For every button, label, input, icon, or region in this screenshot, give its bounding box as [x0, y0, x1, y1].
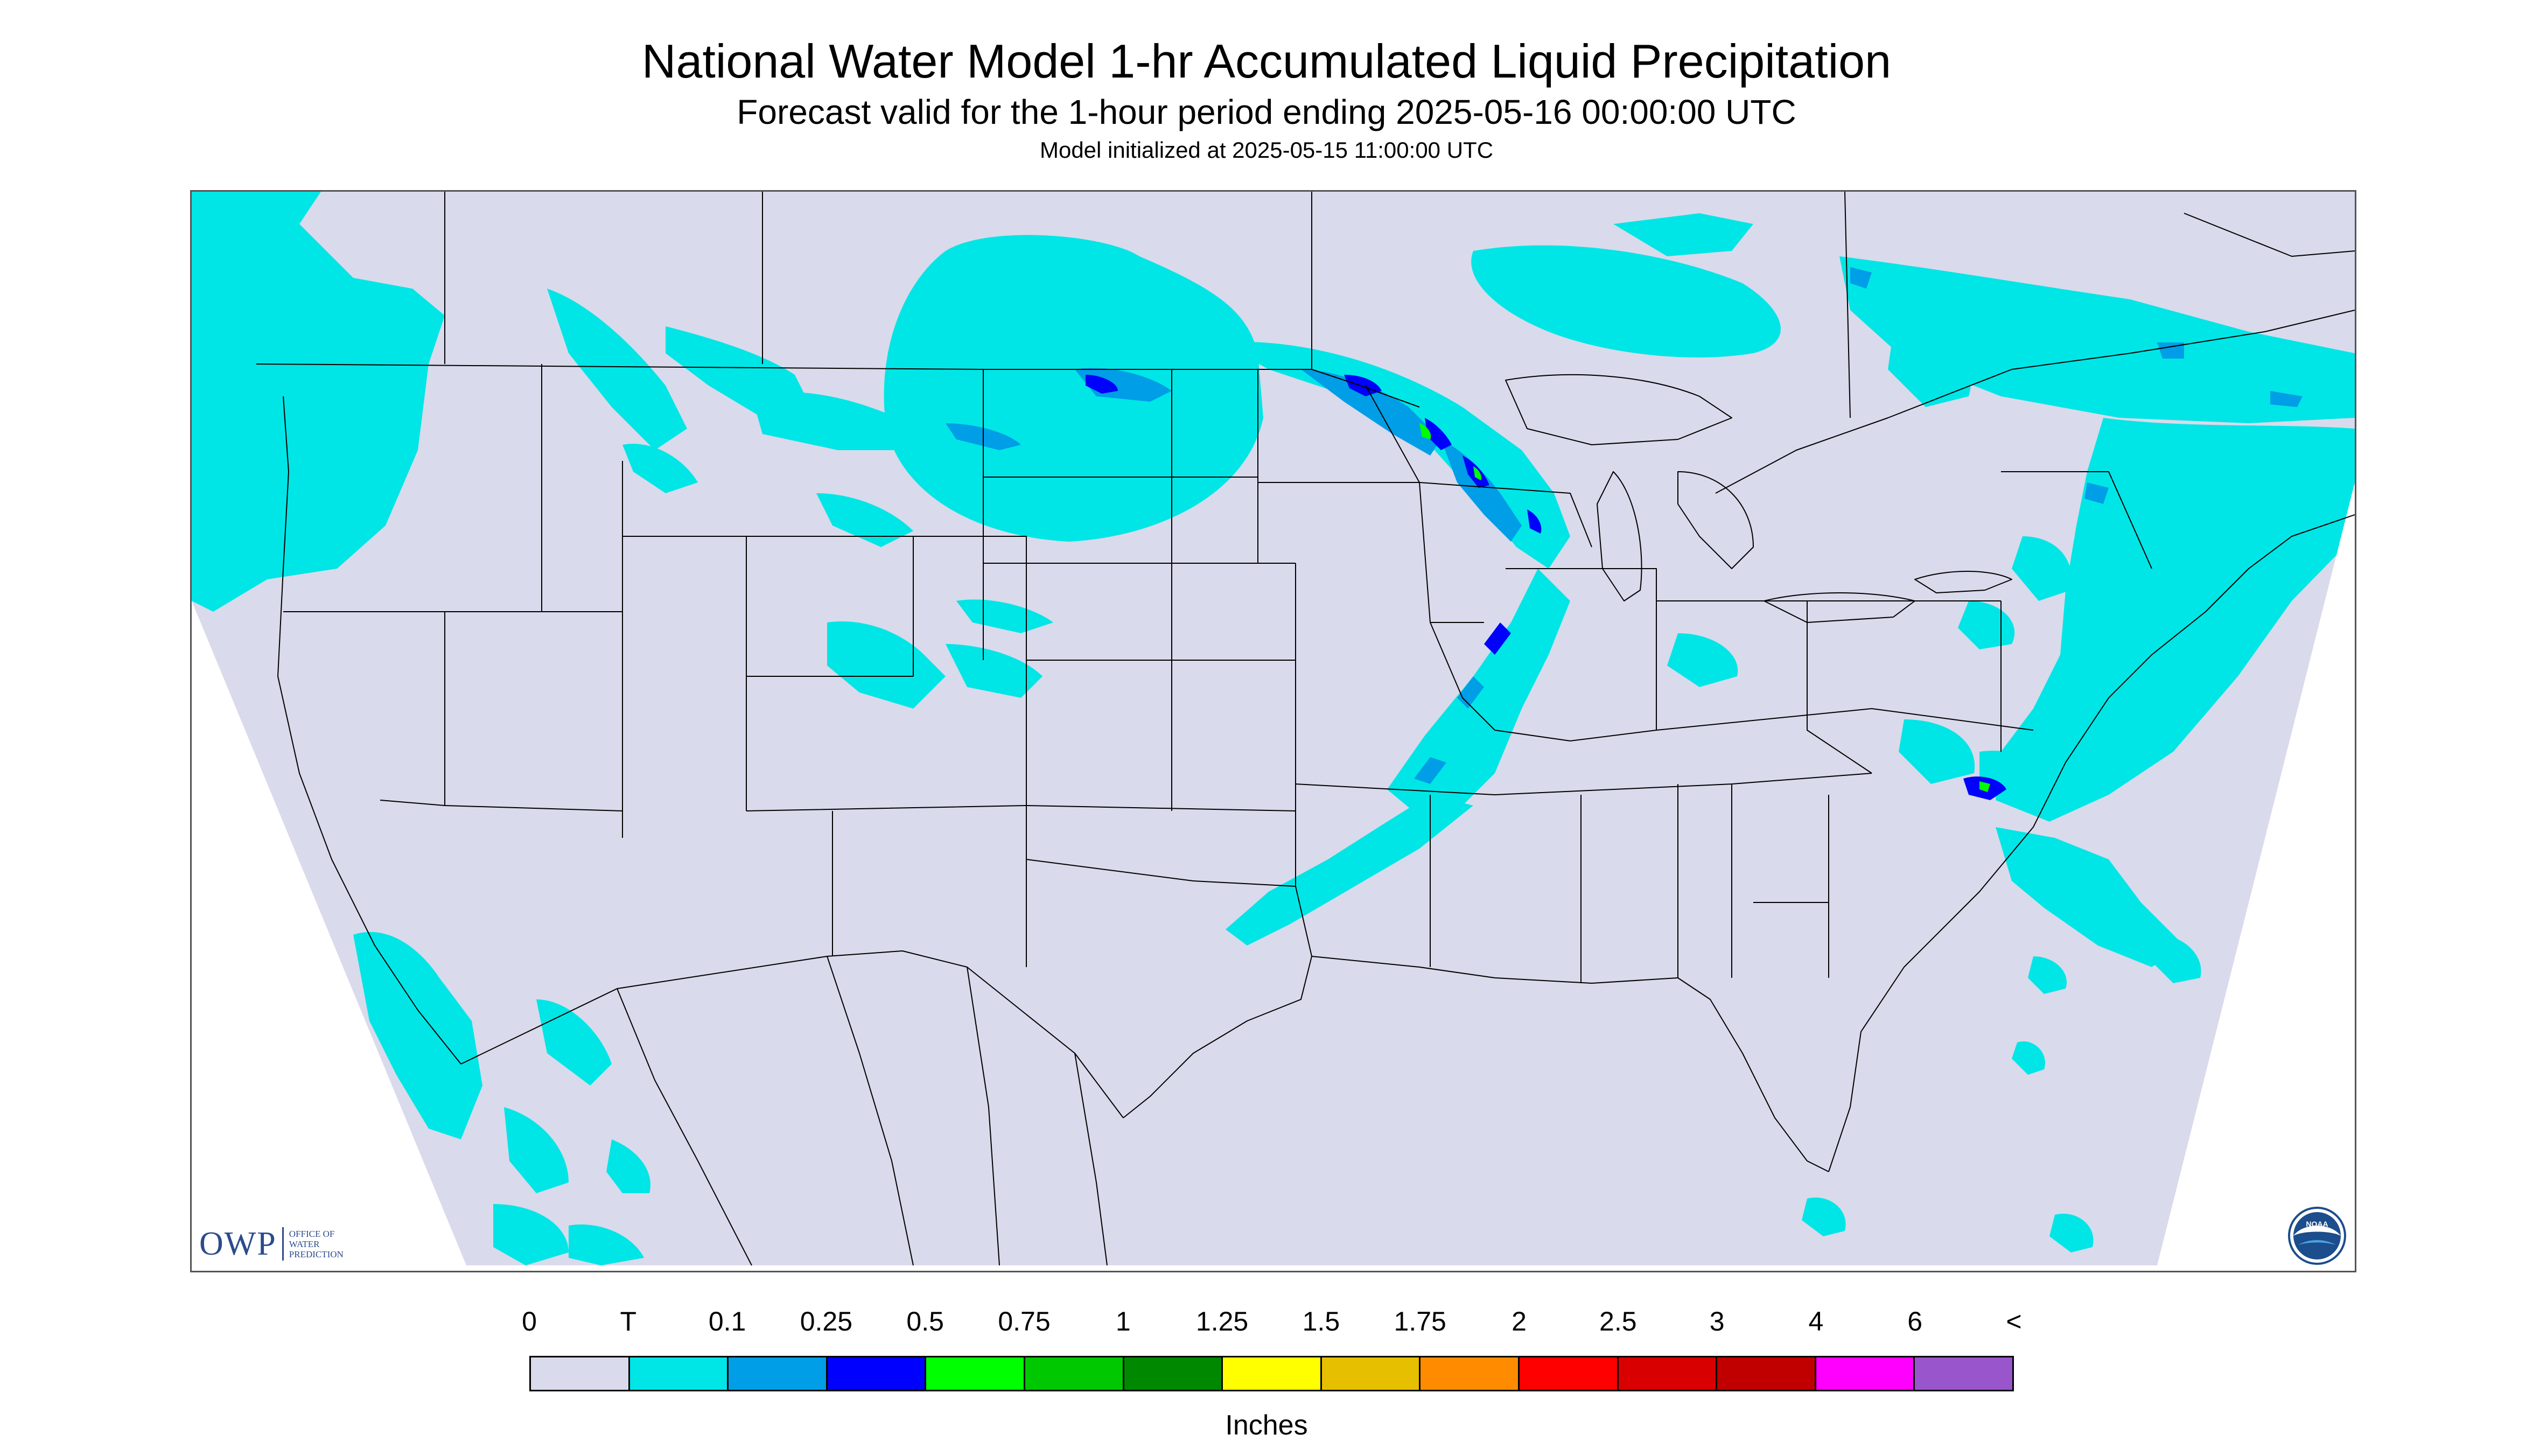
- legend-tick-label: 3: [1709, 1306, 1725, 1336]
- legend-tick-label: 2.5: [1599, 1306, 1637, 1336]
- colorbar-swatch: [531, 1357, 630, 1390]
- colorbar-swatch: [926, 1357, 1025, 1390]
- owp-logo-org: Office of Water Prediction: [289, 1228, 344, 1259]
- legend-units-label: Inches: [1225, 1410, 1308, 1441]
- legend-tick-label: 1.75: [1394, 1306, 1446, 1336]
- legend-tick-label: 0.5: [906, 1306, 944, 1336]
- colorbar-swatch: [827, 1357, 927, 1390]
- owp-logo: OWP Office of Water Prediction: [199, 1221, 359, 1266]
- legend-tick-label: 0.1: [708, 1306, 746, 1336]
- legend-tick-label: <: [2006, 1306, 2022, 1336]
- precip-trace-areas: [192, 192, 2355, 1265]
- legend-tick-label: 1.25: [1195, 1306, 1249, 1336]
- noaa-seal-icon: NOAA: [2288, 1207, 2346, 1265]
- colorbar-swatch: [1025, 1357, 1124, 1390]
- legend-tick-label: 2: [1512, 1306, 1527, 1336]
- precip-heavy-cores: [946, 267, 2303, 800]
- legend-tick-label: 1: [1115, 1306, 1131, 1336]
- map-frame: [190, 190, 2356, 1272]
- colorbar-swatch: [1124, 1357, 1223, 1390]
- legend-tick-label: T: [620, 1306, 637, 1336]
- legend-tick-label: 0.75: [998, 1306, 1051, 1336]
- colorbar-swatch: [1223, 1357, 1322, 1390]
- colorbar-swatch: [1421, 1357, 1520, 1390]
- owp-logo-word: OWP: [199, 1225, 277, 1262]
- model-domain-area: [192, 192, 2355, 1265]
- legend-tick-label: 4: [1808, 1306, 1824, 1336]
- precip-colorbar: [529, 1356, 2014, 1391]
- colorbar-swatch: [1915, 1357, 2012, 1390]
- colorbar-swatch: [1717, 1357, 1816, 1390]
- legend-labels: 0 T 0.1 0.25 0.5 0.75 1 1.25 1.5 1.75 2 2.5 3 4 6 <: [0, 1305, 2533, 1338]
- owp-logo-divider: [282, 1227, 284, 1261]
- colorbar-swatch: [1321, 1357, 1421, 1390]
- colorbar-swatch: [1618, 1357, 1718, 1390]
- map-title: National Water Model 1-hr Accumulated Li…: [641, 34, 1892, 88]
- legend-tick-label: 0: [522, 1306, 537, 1336]
- colorbar-swatch: [1519, 1357, 1619, 1390]
- precipitation-map: [192, 192, 2355, 1271]
- noaa-seal-word: NOAA: [2306, 1220, 2328, 1228]
- legend-tick-label: 1.5: [1302, 1306, 1340, 1336]
- state-country-boundaries: [256, 192, 2355, 1266]
- colorbar-swatch: [729, 1357, 828, 1390]
- forecast-valid-subtitle: Forecast valid for the 1-hour period end…: [737, 93, 1796, 131]
- legend-tick-label: 0.25: [800, 1306, 853, 1336]
- model-init-line: Model initialized at 2025-05-15 11:00:00…: [1039, 137, 1494, 163]
- legend-tick-label: 6: [1907, 1306, 1923, 1336]
- colorbar-swatch: [1816, 1357, 1915, 1390]
- colorbar-swatch: [629, 1357, 729, 1390]
